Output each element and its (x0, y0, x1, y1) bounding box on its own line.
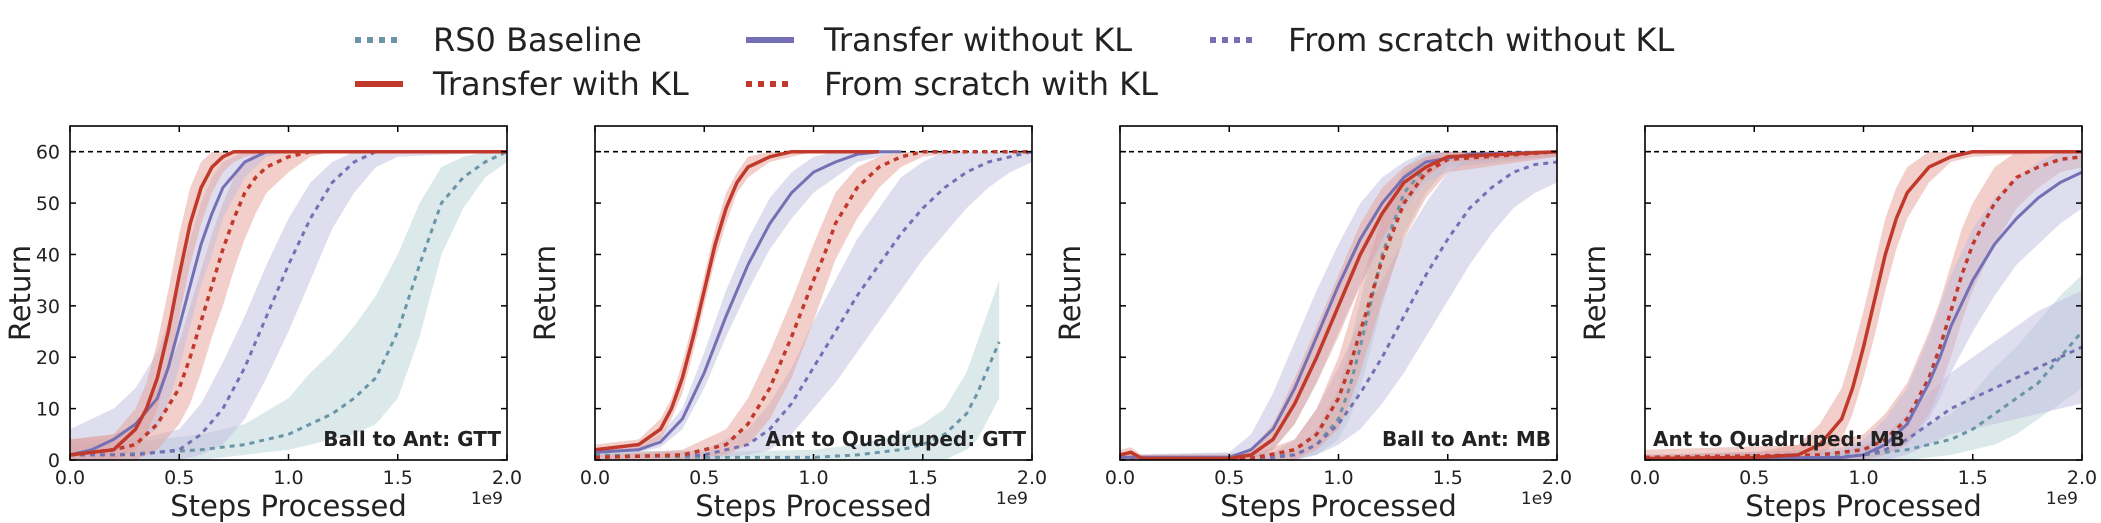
x-tick-label: 0.5 (1214, 467, 1244, 489)
legend-item: RS0 Baseline (355, 21, 642, 59)
series-line (1645, 149, 2082, 460)
series-line (70, 149, 507, 457)
x-tick-label: 1.5 (383, 467, 413, 489)
series-line (1120, 149, 1557, 460)
chart-panel: 0.0 0.5 1.0 1.5 2.0 Steps Processed Return 1e9 A… (1578, 125, 2097, 523)
legend-item: From scratch with KL (746, 65, 1158, 103)
x-axis-title: Steps Processed (1745, 489, 1982, 523)
x-tick-label: 1.0 (1323, 467, 1353, 489)
panel-label: Ant to Quadruped: GTT (765, 427, 1026, 451)
x-tick-label: 1.0 (798, 467, 828, 489)
x-tick-label: 0.5 (164, 467, 194, 489)
legend-label: From scratch with KL (824, 65, 1158, 103)
x-tick-label: 0.5 (689, 467, 719, 489)
chart-panels: 0.0 0.5 1.0 1.5 2.0 0 10 20 30 40 50 60 Steps Proces… (3, 125, 2097, 523)
x-axis-title: Steps Processed (170, 489, 407, 523)
y-axis-title: Return (3, 245, 37, 341)
x-tick-label: 2.0 (2067, 467, 2097, 489)
x-exponent-label: 1e9 (2046, 489, 2078, 509)
x-tick-label: 2.0 (1542, 467, 1572, 489)
series-band (70, 151, 507, 460)
x-axis-title: Steps Processed (695, 489, 932, 523)
x-tick-label: 2.0 (1017, 467, 1047, 489)
y-tick-label: 20 (36, 347, 60, 369)
panel-label: Ball to Ant: GTT (323, 427, 501, 451)
x-tick-label: 1.5 (908, 467, 938, 489)
y-tick-label: 50 (36, 193, 60, 215)
x-tick-label: 0.0 (580, 467, 610, 489)
legend-label: Transfer without KL (823, 21, 1132, 59)
chart-panel: 0.0 0.5 1.0 1.5 2.0 Steps Processed Return 1e9 B… (1053, 125, 1572, 523)
y-tick-label: 60 (36, 142, 60, 164)
x-tick-label: 2.0 (492, 467, 522, 489)
legend: RS0 Baseline Transfer with KL Transfer wit… (355, 21, 1675, 103)
legend-item: Transfer without KL (746, 21, 1132, 59)
series-line (595, 149, 879, 452)
plot-area (1645, 149, 2082, 460)
x-tick-label: 0.0 (1105, 467, 1135, 489)
series-band (70, 151, 507, 460)
y-axis-title: Return (528, 245, 562, 341)
series-line (1120, 149, 1557, 460)
x-tick-label: 1.5 (1433, 467, 1463, 489)
plot-area (595, 149, 1032, 460)
series-band (1120, 151, 1557, 460)
series-line (70, 149, 507, 457)
legend-label: Transfer with KL (432, 65, 689, 103)
x-exponent-label: 1e9 (996, 489, 1028, 509)
panel-label: Ball to Ant: MB (1382, 427, 1551, 451)
plot-area (70, 149, 507, 460)
panel-label: Ant to Quadruped: MB (1653, 427, 1905, 451)
legend-item: From scratch without KL (1210, 21, 1675, 59)
series-line (1645, 170, 2082, 460)
series-band (1645, 290, 2082, 460)
series-line (70, 150, 507, 457)
legend-label: RS0 Baseline (433, 21, 642, 59)
y-tick-label: 40 (36, 244, 60, 266)
series-line (70, 150, 507, 457)
series-line (595, 341, 1001, 459)
plot-area (1120, 149, 1557, 460)
series-line (595, 149, 1032, 460)
series-line (595, 150, 901, 454)
series-band (1645, 151, 2082, 460)
x-tick-label: 1.0 (273, 467, 303, 489)
chart-panel: 0.0 0.5 1.0 1.5 2.0 Steps Processed Return 1e9 A… (528, 125, 1047, 523)
series-band (595, 151, 1032, 460)
legend-item: Transfer with KL (355, 65, 689, 103)
x-axis-title: Steps Processed (1220, 489, 1457, 523)
series-line (1120, 160, 1557, 460)
series-band (70, 151, 507, 460)
x-tick-label: 0.0 (1630, 467, 1660, 489)
x-tick-label: 0.5 (1739, 467, 1769, 489)
series-band (595, 280, 1000, 460)
series-band (595, 151, 1032, 460)
y-tick-label: 30 (36, 296, 60, 318)
series-line (1120, 150, 1557, 459)
chart-panel: 0.0 0.5 1.0 1.5 2.0 0 10 20 30 40 50 60 Steps Proces… (3, 125, 522, 523)
y-tick-label: 10 (36, 399, 60, 421)
x-tick-label: 1.5 (1958, 467, 1988, 489)
x-tick-label: 0.0 (55, 467, 85, 489)
y-axis-title: Return (1053, 245, 1087, 341)
y-tick-label: 0 (48, 450, 60, 472)
x-tick-label: 1.0 (1848, 467, 1878, 489)
series-band (1645, 151, 2082, 460)
y-axis-title: Return (1578, 245, 1612, 341)
legend-label: From scratch without KL (1288, 21, 1675, 59)
x-exponent-label: 1e9 (1521, 489, 1553, 509)
series-band (70, 151, 507, 460)
x-exponent-label: 1e9 (471, 489, 503, 509)
